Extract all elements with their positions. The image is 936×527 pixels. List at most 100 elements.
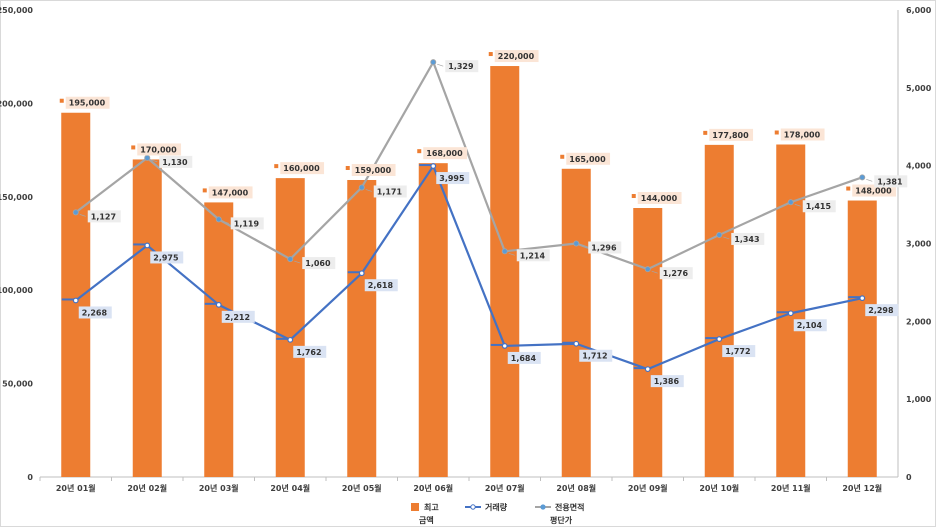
- bar-max-price: [561, 168, 591, 477]
- bar-data-label: 195,000: [69, 99, 106, 108]
- x-axis-tick-label: 20년 03월: [199, 483, 239, 493]
- right-axis-tick: 1,000: [906, 395, 932, 404]
- price-per-area-point: [287, 256, 294, 263]
- x-axis-tick-label: 20년 08월: [556, 483, 596, 493]
- price-per-area-data-label: 1,060: [305, 259, 331, 268]
- bar-data-label-marker: [131, 145, 136, 150]
- price-per-area-data-label-box: [731, 232, 765, 245]
- bar-data-label: 160,000: [283, 164, 320, 173]
- bar-data-label-box: [137, 143, 182, 156]
- price-per-area-point: [644, 266, 651, 273]
- volume-data-label: 1,684: [511, 354, 537, 363]
- price-per-area-data-label: 1,119: [234, 219, 260, 228]
- price-per-area-data-label-box: [516, 249, 550, 262]
- bar-max-price: [204, 202, 234, 478]
- bar-data-label-box: [780, 128, 825, 141]
- volume-data-label: 2,975: [153, 253, 179, 262]
- legend-marker-volume: [470, 504, 476, 510]
- volume-data-label: 2,212: [225, 313, 250, 322]
- volume-data-label: 1,712: [582, 352, 607, 361]
- x-axis-tick-label: 20년 12월: [842, 483, 882, 493]
- bar-data-label-box: [494, 50, 539, 63]
- x-axis-tick-label: 20년 09월: [628, 483, 668, 493]
- legend-marker-price-per-area: [540, 504, 546, 510]
- bar-max-price: [490, 66, 520, 477]
- volume-data-label-box: [722, 345, 756, 358]
- price-per-area-point: [215, 216, 222, 223]
- x-axis-tick-label: 20년 10월: [699, 483, 739, 493]
- right-axis-tick: 5,000: [906, 84, 932, 93]
- bar-data-label: 148,000: [855, 187, 892, 196]
- bar-data-label: 159,000: [355, 166, 392, 175]
- volume-data-label-box: [221, 310, 255, 323]
- bar-max-price: [347, 179, 377, 477]
- price-per-area-data-label-box: [159, 155, 193, 168]
- price-per-area-data-label-box: [230, 217, 264, 230]
- bar-data-label-box: [709, 128, 754, 141]
- bar-max-price: [847, 200, 877, 477]
- volume-data-label-box: [507, 351, 541, 364]
- left-axis-tick: 100,000: [0, 286, 33, 295]
- volume-point: [215, 301, 222, 308]
- bar-max-price: [275, 178, 305, 477]
- right-axis-tick: 3,000: [906, 240, 932, 249]
- legend-label: 전용면적: [555, 502, 584, 512]
- bar-data-label-marker: [703, 130, 708, 135]
- bar-data-label-box: [566, 152, 611, 165]
- left-axis-tick: 0: [27, 473, 33, 482]
- volume-point: [358, 270, 365, 277]
- bar-data-label-marker: [846, 186, 851, 191]
- volume-point: [501, 343, 508, 349]
- volume-data-label-box: [579, 349, 613, 362]
- bar-max-price: [418, 163, 448, 477]
- legend-label: 최고: [424, 502, 439, 512]
- price-per-area-data-label: 1,127: [91, 212, 116, 221]
- bar-max-price: [704, 144, 734, 477]
- volume-data-label: 1,762: [296, 348, 321, 357]
- left-axis-tick: 150,000: [0, 193, 33, 202]
- volume-data-label: 2,268: [82, 308, 108, 317]
- bar-data-label: 177,800: [712, 131, 749, 140]
- volume-data-label: 2,298: [868, 306, 894, 315]
- price-per-area-data-label-box: [302, 257, 336, 270]
- price-per-area-point: [430, 59, 437, 66]
- price-per-area-data-label: 1,296: [591, 244, 617, 253]
- bar-data-label-box: [637, 192, 682, 205]
- volume-point: [859, 295, 866, 302]
- right-axis-tick: 0: [906, 473, 912, 482]
- x-axis-tick-label: 20년 04월: [270, 483, 310, 493]
- x-axis-tick-label: 20년 05월: [342, 483, 382, 493]
- x-axis-tick-label: 20년 01월: [56, 483, 96, 493]
- bar-data-label: 147,000: [212, 188, 249, 197]
- lines-group: [72, 59, 866, 373]
- volume-point: [430, 163, 437, 169]
- volume-point: [72, 297, 79, 304]
- bar-data-label: 168,000: [426, 149, 463, 158]
- right-axis-tick: 4,000: [906, 162, 932, 171]
- bar-data-label: 178,000: [784, 130, 821, 139]
- bar-max-price: [132, 159, 162, 477]
- volume-data-label-box: [865, 304, 899, 317]
- price-per-area-data-label: 1,329: [448, 62, 474, 71]
- price-per-area-line: [75, 61, 863, 271]
- bar-data-label-box: [852, 184, 897, 197]
- price-per-area-data-label: 1,381: [877, 177, 903, 186]
- x-axis-tick-label: 20년 06월: [413, 483, 453, 493]
- price-per-area-point: [358, 184, 365, 191]
- bar-data-label-box: [280, 162, 325, 175]
- volume-data-label: 2,104: [797, 321, 823, 330]
- data-labels-group: 195,000 170,000 147,000 160,000 159,000 168,0…: [59, 50, 908, 388]
- volume-point: [644, 366, 651, 373]
- volume-data-label-box: [293, 345, 327, 358]
- volume-data-label-box: [650, 375, 684, 388]
- price-per-area-point: [716, 231, 723, 238]
- price-per-area-data-label: 1,415: [806, 202, 832, 211]
- price-per-area-data-label-box: [445, 60, 479, 73]
- bar-data-label-marker: [59, 98, 64, 103]
- bar-data-label-marker: [274, 164, 279, 169]
- bar-data-label-marker: [202, 188, 207, 193]
- price-per-area-data-label-box: [87, 210, 121, 223]
- volume-data-label-box: [793, 319, 827, 332]
- bar-data-label-box: [351, 163, 396, 176]
